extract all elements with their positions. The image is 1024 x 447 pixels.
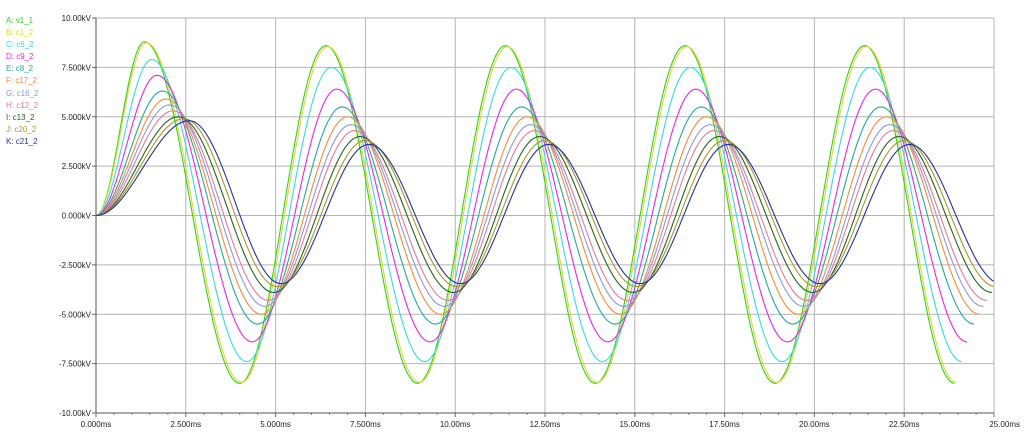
series-layer: [95, 41, 994, 384]
x-tick-label: 0.000ms: [81, 420, 112, 429]
series-line-3: [95, 58, 962, 363]
x-tick-label: 20.00ms: [799, 420, 830, 429]
y-tick-labels: 10.00kV 7.500kV 5.000kV 2.500kV 0.000kV -2.50…: [59, 14, 92, 418]
y-tick-label: 0.000kV: [62, 212, 92, 221]
series-line-7: [95, 104, 984, 307]
y-tick-label: 5.000kV: [62, 113, 92, 122]
x-tick-label: 5.000ms: [260, 420, 291, 429]
x-tick-label: 22.50ms: [889, 420, 920, 429]
legend-entry: E: c8_2: [6, 64, 34, 74]
legend-entry: A: v1_1: [6, 16, 34, 25]
legend: A: v1_1 B: c1_2 C: c6_2 D: c9_2 E: c8_2 F: c1…: [6, 15, 38, 148]
series-line-4: [95, 74, 968, 343]
legend-entry: C: c6_2: [6, 40, 34, 50]
legend-entry: J: c20_2: [6, 124, 37, 134]
x-tick-label: 12.50ms: [530, 420, 561, 429]
series-line-11: [95, 120, 994, 285]
x-tick-label: 25.00ms: [989, 420, 1020, 429]
legend-entry: G: c16_2: [6, 88, 39, 98]
y-tick-label: 10.00kV: [62, 14, 92, 23]
y-tick-label: 7.500kV: [62, 63, 92, 72]
series-line-1: [95, 41, 955, 384]
legend-entry: B: c1_2: [6, 28, 34, 38]
x-tick-label: 17.50ms: [709, 420, 740, 429]
y-tick-label: -7.500kV: [59, 360, 92, 369]
legend-entry: H: c12_2: [6, 100, 39, 110]
x-tick-label: 2.500ms: [170, 420, 201, 429]
y-tick-label: 2.500kV: [62, 162, 92, 171]
series-line-9: [95, 116, 993, 294]
series-line-6: [95, 98, 980, 315]
legend-entry: I: c13_2: [6, 112, 35, 122]
x-tick-labels: 0.000ms 2.500ms 5.000ms 7.500ms 10.00ms 12.50…: [81, 420, 1020, 429]
series-line-8: [95, 110, 987, 301]
x-tick-label: 10.00ms: [440, 420, 471, 429]
legend-entry: F: c17_2: [6, 76, 38, 86]
y-tick-label: -5.000kV: [59, 310, 92, 319]
x-tick-label: 7.500ms: [350, 420, 381, 429]
series-line-10: [95, 118, 994, 288]
y-tick-label: -10.00kV: [59, 409, 92, 418]
series-line-2: [95, 42, 957, 383]
series-line-5: [95, 90, 975, 325]
legend-entry: D: c9_2: [6, 52, 34, 62]
x-tick-label: 15.00ms: [619, 420, 650, 429]
y-tick-label: -2.500kV: [59, 261, 92, 270]
legend-entry: K: c21_2: [6, 136, 38, 146]
